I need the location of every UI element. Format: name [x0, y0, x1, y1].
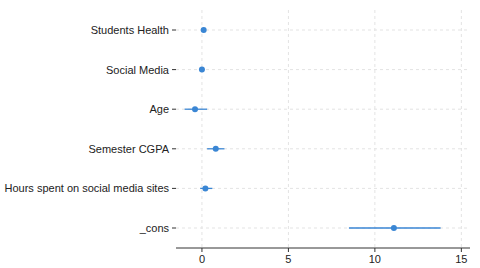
- grid-line: [201, 10, 202, 248]
- y-tick-label: Hours spent on social media sites: [5, 182, 170, 194]
- grid-line: [176, 69, 470, 70]
- point-estimate: [202, 185, 208, 191]
- chart: 0 5 10 15 Students Health Social Media Age Seme…: [0, 0, 480, 268]
- y-tick-label: Age: [149, 103, 169, 115]
- x-tick: [374, 248, 375, 252]
- point-estimate: [201, 27, 207, 33]
- point-estimate: [192, 106, 198, 112]
- y-tick-label: Semester CGPA: [89, 143, 170, 155]
- y-tick: [172, 109, 176, 110]
- y-tick-label: _cons: [139, 222, 170, 234]
- x-tick-label: 15: [455, 253, 467, 265]
- point-estimate: [391, 225, 397, 231]
- x-tick: [461, 248, 462, 252]
- grid-line: [176, 109, 470, 110]
- point-estimate: [213, 146, 219, 152]
- x-tick-label: 5: [285, 253, 291, 265]
- y-tick: [172, 188, 176, 189]
- x-tick: [201, 248, 202, 252]
- grid-line: [461, 10, 462, 248]
- y-tick: [172, 69, 176, 70]
- y-tick: [172, 148, 176, 149]
- chart-svg: 0 5 10 15 Students Health Social Media Age Seme…: [0, 0, 480, 268]
- y-tick: [172, 30, 176, 31]
- grid-line: [176, 188, 470, 189]
- y-tick-label: Social Media: [106, 64, 170, 76]
- x-tick-label: 0: [199, 253, 205, 265]
- marks: [185, 27, 441, 231]
- grid-line: [176, 30, 470, 31]
- grid-line: [374, 10, 375, 248]
- y-tick-label: Students Health: [91, 24, 169, 36]
- x-tick-label: 10: [369, 253, 381, 265]
- point-estimate: [199, 67, 205, 73]
- grid-line: [288, 10, 289, 248]
- y-tick: [172, 228, 176, 229]
- x-tick: [288, 248, 289, 252]
- grid-line: [176, 228, 470, 229]
- grid-line: [176, 148, 470, 149]
- x-axis: [176, 248, 470, 249]
